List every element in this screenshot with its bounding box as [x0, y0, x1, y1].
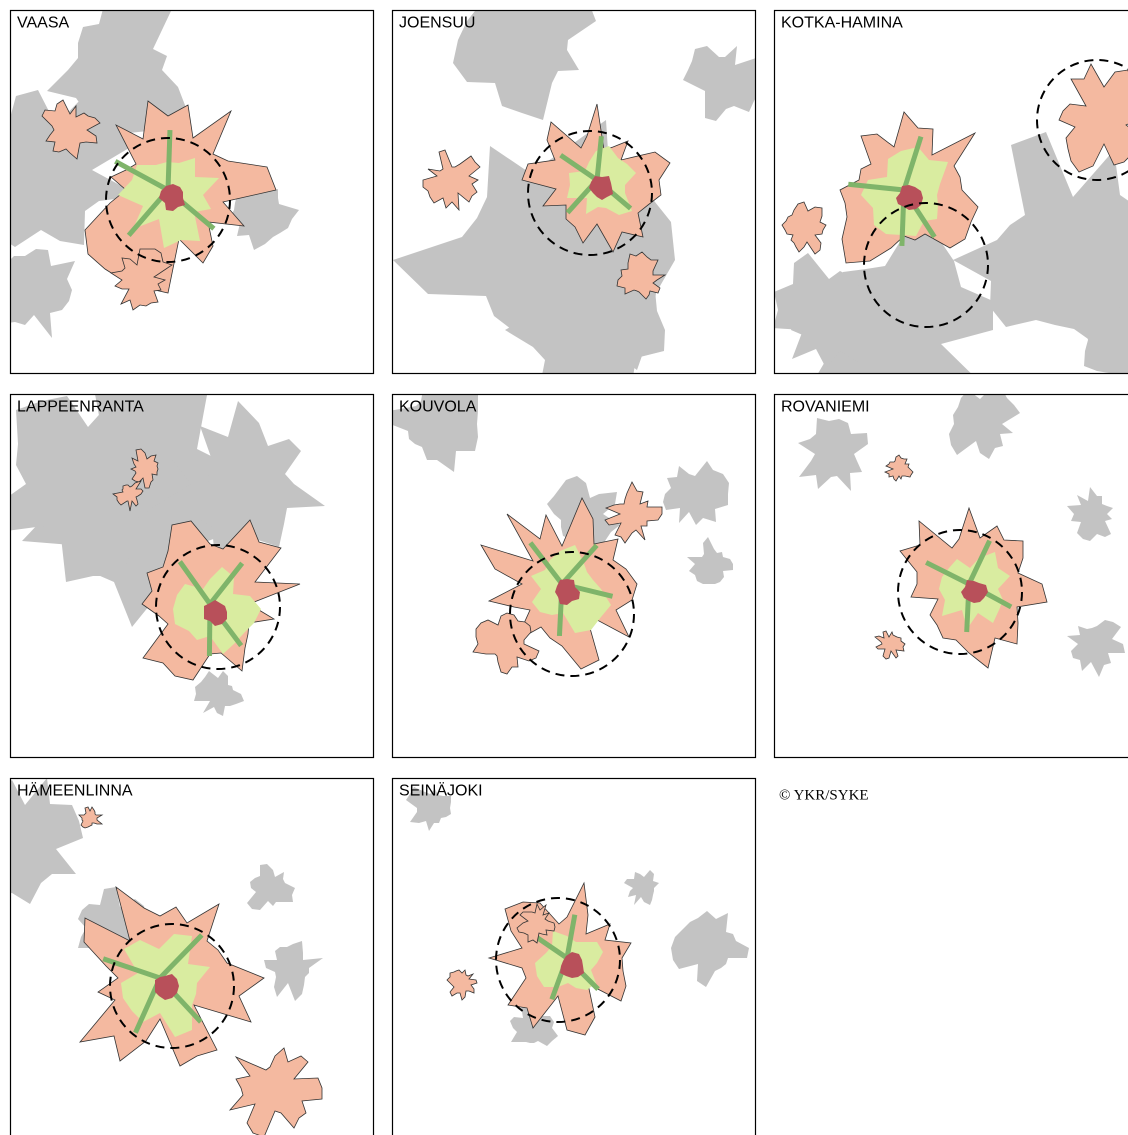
water [624, 870, 659, 905]
water [388, 370, 478, 472]
panel-content [0, 0, 299, 338]
panel-label: HÄMEENLINNA [17, 781, 133, 799]
panel-label: KOTKA-HAMINA [781, 14, 903, 31]
urban-area [79, 807, 102, 828]
map-panel: VAASA [0, 0, 374, 374]
water [264, 941, 323, 1001]
water [663, 461, 729, 525]
panel-content [773, 60, 1128, 411]
urban-area [423, 150, 480, 210]
urban-area [885, 455, 913, 481]
urban-area [875, 631, 905, 659]
water [0, 249, 75, 338]
map-panel: HÄMEENLINNA [0, 778, 374, 1135]
water [798, 418, 868, 491]
panel-label: KOUVOLA [399, 398, 477, 415]
copyright: © YKR/SYKE [779, 788, 869, 804]
urban-area [447, 970, 477, 1000]
panel-content [388, 370, 733, 676]
water [1067, 620, 1125, 677]
panel-label: SEINÄJOKI [399, 781, 483, 799]
panel-label: JOENSUU [399, 14, 475, 31]
panel-content [0, 778, 323, 1135]
water [671, 911, 749, 987]
map-panel: KOTKA-HAMINA [773, 11, 1128, 412]
water [1067, 487, 1113, 541]
panel-content [798, 387, 1125, 677]
water [949, 387, 1020, 459]
urban-area [1059, 64, 1128, 172]
panel-label: VAASA [17, 14, 70, 31]
map-panel: KOUVOLA [388, 370, 756, 758]
water [683, 46, 760, 121]
urban-area [782, 202, 826, 254]
panel-label: LAPPEENRANTA [17, 398, 144, 415]
urban-area [605, 482, 662, 543]
map-figure: VAASA JOENSUU KOTKA-HAMINA LAPPEENRANTA KOUV… [0, 0, 1128, 1135]
panel-label: ROVANIEMI [781, 398, 870, 415]
map-panel: ROVANIEMI [775, 387, 1128, 758]
water [194, 671, 244, 716]
water [687, 537, 733, 584]
map-panel: LAPPEENRANTA [0, 359, 374, 758]
panel-content [406, 787, 749, 1046]
map-panel: JOENSUU [393, 0, 761, 439]
urban-area [230, 1048, 322, 1135]
transit-corridor [168, 130, 170, 190]
map-panel: SEINÄJOKI [393, 779, 756, 1135]
water [247, 864, 295, 910]
